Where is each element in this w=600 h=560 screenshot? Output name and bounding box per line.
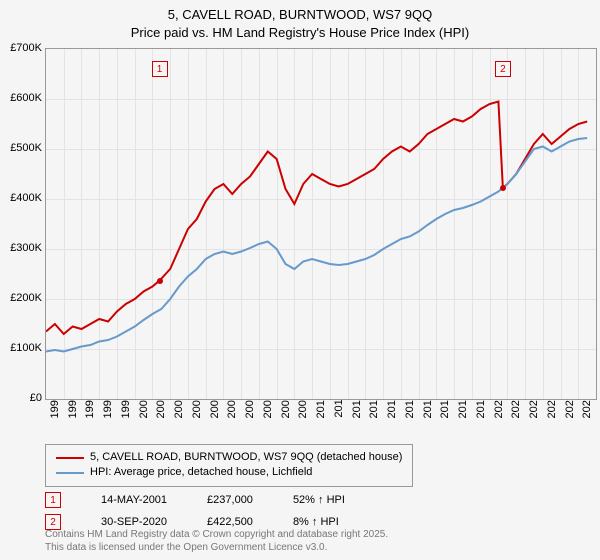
y-tick-label: £500K [10, 142, 42, 154]
x-tick-label: 1996 [67, 394, 79, 434]
annotation-marker-1: 1 [45, 492, 61, 508]
y-tick-label: £300K [10, 242, 42, 254]
x-tick-label: 2023 [546, 394, 558, 434]
marker-box-1: 1 [152, 61, 168, 77]
annotation-price: £422,500 [207, 516, 253, 528]
x-tick-label: 2001 [155, 394, 167, 434]
x-tick-label: 2000 [138, 394, 150, 434]
plot-area: 12 [45, 48, 597, 400]
y-tick-label: £400K [10, 192, 42, 204]
x-tick-label: 2004 [209, 394, 221, 434]
legend: 5, CAVELL ROAD, BURNTWOOD, WS7 9QQ (deta… [45, 444, 413, 487]
marker-box-2: 2 [495, 61, 511, 77]
y-tick-label: £700K [10, 42, 42, 54]
x-tick-label: 2006 [244, 394, 256, 434]
footer-line1: Contains HM Land Registry data © Crown c… [45, 529, 388, 542]
x-tick-label: 2005 [226, 394, 238, 434]
footer: Contains HM Land Registry data © Crown c… [45, 529, 388, 554]
series-price_paid [46, 102, 587, 335]
x-tick-label: 1997 [84, 394, 96, 434]
x-tick-label: 2010 [315, 394, 327, 434]
x-tick-label: 2021 [510, 394, 522, 434]
annotation-delta: 8% ↑ HPI [293, 516, 339, 528]
chart-container: 5, CAVELL ROAD, BURNTWOOD, WS7 9QQ Price… [0, 0, 600, 560]
annotation-marker-2: 2 [45, 514, 61, 530]
x-tick-label: 1995 [49, 394, 61, 434]
series-hpi [46, 138, 587, 352]
x-tick-label: 2025 [581, 394, 593, 434]
annotation-date: 14-MAY-2001 [101, 494, 167, 506]
annotation-delta: 52% ↑ HPI [293, 494, 345, 506]
x-tick-label: 2015 [404, 394, 416, 434]
x-tick-label: 2014 [386, 394, 398, 434]
x-tick-label: 2003 [191, 394, 203, 434]
annotation-date: 30-SEP-2020 [101, 516, 167, 528]
x-tick-label: 2022 [528, 394, 540, 434]
footer-line2: This data is licensed under the Open Gov… [45, 542, 388, 555]
legend-swatch [56, 457, 84, 459]
legend-row: 5, CAVELL ROAD, BURNTWOOD, WS7 9QQ (deta… [56, 450, 402, 465]
x-tick-label: 2018 [457, 394, 469, 434]
x-tick-label: 2013 [368, 394, 380, 434]
x-tick-label: 1999 [120, 394, 132, 434]
x-tick-label: 1998 [102, 394, 114, 434]
legend-label: 5, CAVELL ROAD, BURNTWOOD, WS7 9QQ (deta… [90, 450, 402, 465]
annotation-price: £237,000 [207, 494, 253, 506]
legend-swatch [56, 472, 84, 474]
marker-dot-2 [500, 185, 506, 191]
x-tick-label: 2009 [297, 394, 309, 434]
y-tick-label: £600K [10, 92, 42, 104]
x-tick-label: 2011 [333, 394, 345, 434]
chart-title: 5, CAVELL ROAD, BURNTWOOD, WS7 9QQ Price… [0, 0, 600, 41]
y-tick-label: £200K [10, 292, 42, 304]
marker-dot-1 [157, 278, 163, 284]
annotation-row-2: 2 30-SEP-2020 £422,500 8% ↑ HPI [45, 514, 339, 530]
x-tick-label: 2017 [439, 394, 451, 434]
x-tick-label: 2007 [262, 394, 274, 434]
annotation-row-1: 1 14-MAY-2001 £237,000 52% ↑ HPI [45, 492, 345, 508]
title-line2: Price paid vs. HM Land Registry's House … [0, 24, 600, 42]
x-tick-label: 2012 [351, 394, 363, 434]
x-tick-label: 2016 [422, 394, 434, 434]
x-tick-label: 2002 [173, 394, 185, 434]
legend-row: HPI: Average price, detached house, Lich… [56, 465, 402, 480]
x-tick-label: 2024 [564, 394, 576, 434]
title-line1: 5, CAVELL ROAD, BURNTWOOD, WS7 9QQ [0, 6, 600, 24]
y-tick-label: £100K [10, 342, 42, 354]
legend-label: HPI: Average price, detached house, Lich… [90, 465, 312, 480]
x-tick-label: 2019 [475, 394, 487, 434]
x-tick-label: 2020 [493, 394, 505, 434]
plot-svg [46, 49, 596, 399]
y-tick-label: £0 [30, 392, 42, 404]
x-tick-label: 2008 [280, 394, 292, 434]
